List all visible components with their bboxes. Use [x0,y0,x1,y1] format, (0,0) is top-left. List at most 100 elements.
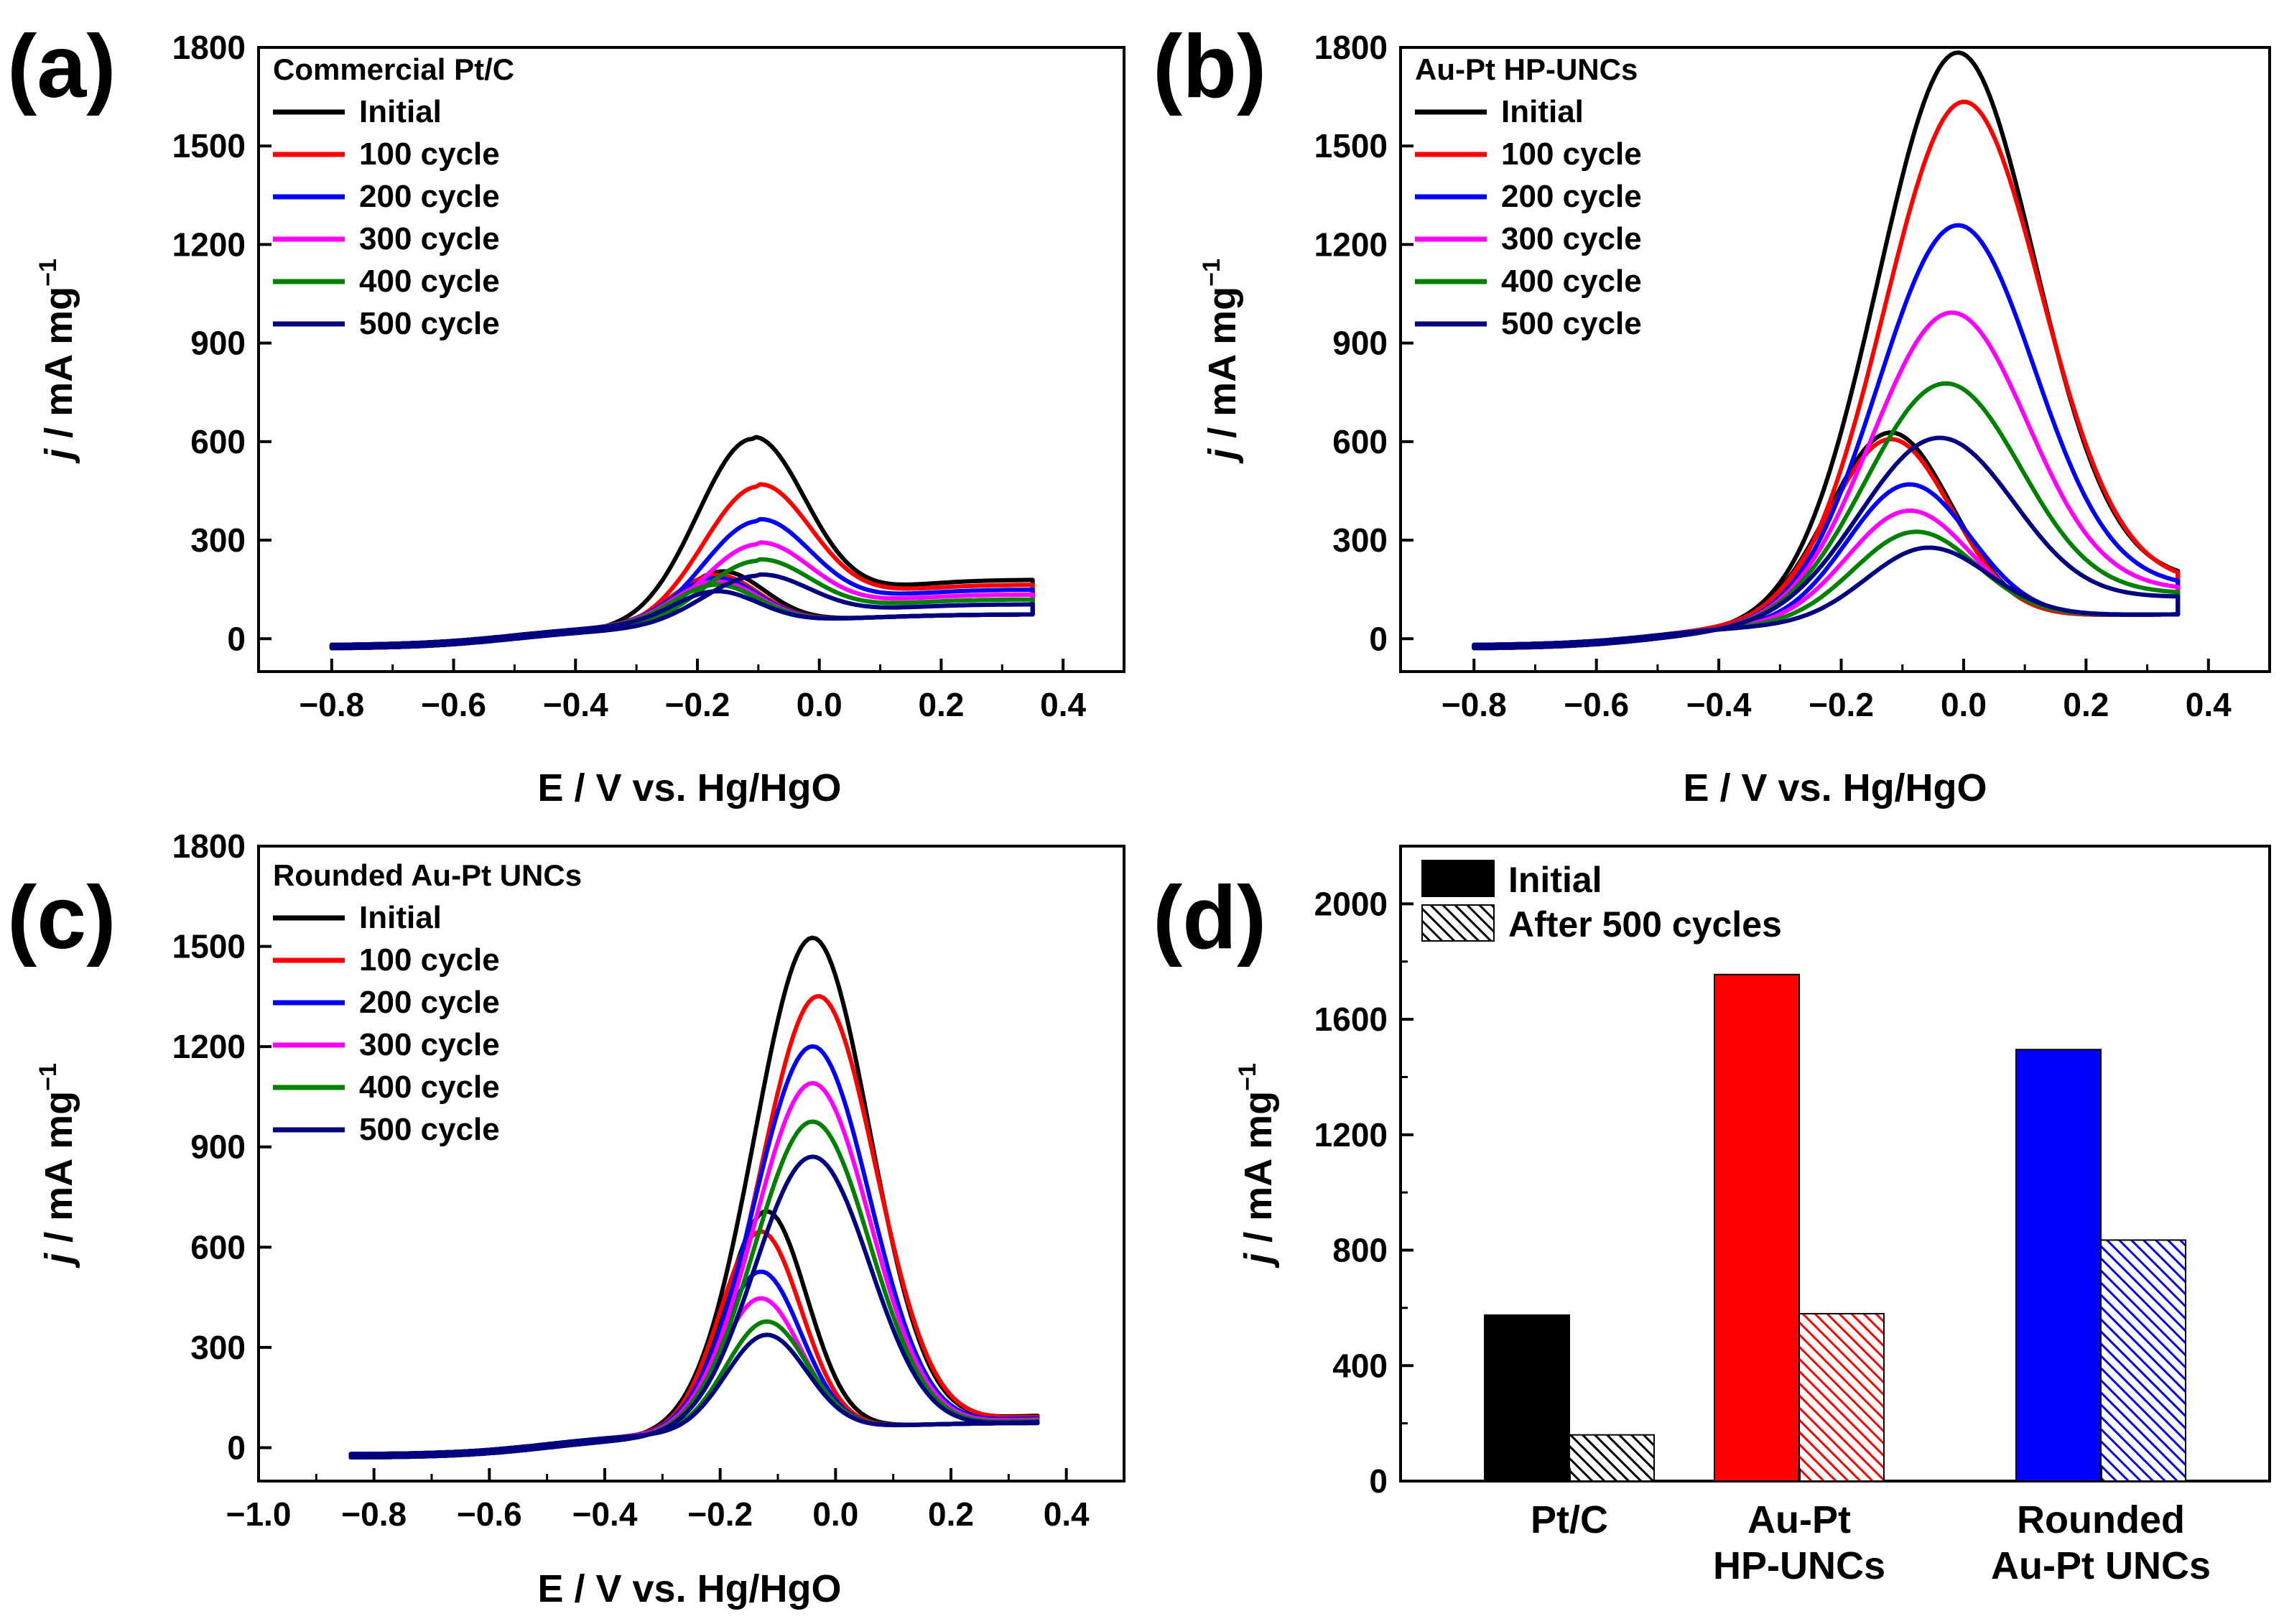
x-tick-label: 0.0 [812,1495,858,1533]
x-tick-label: −0.8 [299,686,364,723]
x-tick-label: 0.4 [1040,686,1086,723]
legend-swatch-initial [1421,860,1495,897]
legend-entry: 300 cycle [1501,221,1642,256]
y-tick-label: 1200 [1314,1116,1388,1154]
legend-entry: 200 cycle [359,985,500,1020]
legend-entry: 400 cycle [359,1069,500,1105]
x-tick-label: −0.4 [572,1495,638,1533]
legend-entry: Initial [1508,860,1602,900]
y-axis-label: j / mA mg−1 [1198,259,1244,464]
x-tick-label: 0.2 [2063,686,2109,723]
y-axis-label-symbol: j [37,448,80,464]
y-tick-label: 400 [1332,1347,1388,1384]
legend-title: Rounded Au-Pt UNCs [273,858,582,892]
y-axis-label-symbol: j [1201,448,1244,464]
legend-entry: 500 cycle [359,1112,500,1147]
y-tick-label: 0 [1369,620,1388,657]
legend-entry: 100 cycle [1501,136,1642,172]
x-tick-label: 0.0 [1941,686,1987,723]
y-tick-label: 1800 [172,827,246,865]
y-tick-label: 1800 [172,29,246,66]
bar-after-500-cycles [1798,1312,1885,1482]
x-tick-label: −0.2 [687,1495,753,1533]
cv-curve-100-cycle [329,482,1035,651]
plot-frame [257,845,1125,1483]
x-tick-label: −1.0 [226,1495,292,1533]
legend-entry: After 500 cycles [1508,904,1782,945]
legend-entry: 100 cycle [359,136,500,172]
y-tick-label: 0 [227,1429,246,1466]
x-tick-label: −0.8 [1442,686,1507,723]
y-tick-label: 1500 [172,127,246,164]
legend-entry: Initial [1501,94,1584,129]
y-tick-label: 0 [1369,1462,1388,1500]
cv-curve-500-cycle [1472,435,2181,651]
x-tick-label: −0.6 [1564,686,1629,723]
y-axis-label: j / mA mg−1 [1234,1063,1280,1268]
y-axis-label-unit: / mA mg [1201,287,1244,449]
y-tick-label: 900 [1332,325,1388,362]
cv-curve-500-cycle [348,1154,1040,1460]
y-axis-label: j / mA mg−1 [34,1063,80,1268]
x-tick-label: −0.2 [1809,686,1874,723]
y-axis-label-superscript: −1 [1198,259,1225,287]
x-tick-label: 0.2 [928,1495,974,1533]
bar-after-500-cycles [2100,1239,2186,1482]
legend-entry: 500 cycle [359,306,500,341]
y-tick-label: 600 [190,423,246,460]
y-tick-label: 1200 [1314,226,1388,263]
x-tick-label: −0.4 [1686,686,1752,723]
y-axis-label-unit: / mA mg [1237,1091,1280,1253]
y-axis-label-unit: / mA mg [37,287,80,449]
plot-frame [1399,46,2271,673]
y-tick-label: 900 [190,1128,246,1166]
legend-title: Au-Pt HP-UNCs [1415,52,1638,86]
y-tick-label: 1600 [1314,1001,1388,1038]
panel-label: (b) [1153,17,1266,116]
y-tick-label: 2000 [1314,885,1388,922]
y-axis-label-superscript: −1 [1234,1063,1261,1091]
y-tick-label: 1200 [172,226,246,263]
y-axis-label-symbol: j [1237,1253,1280,1268]
category-label: Au-Pt [1747,1498,1851,1541]
legend-entry: 300 cycle [359,1027,500,1062]
bar-after-500-cycles [1569,1434,1655,1483]
y-tick-label: 0 [227,620,246,657]
y-tick-label: 300 [190,521,246,559]
legend-entry: Initial [359,900,442,935]
x-tick-label: −0.4 [543,686,608,723]
legend-entry: 500 cycle [1501,306,1642,341]
x-tick-label: 0.4 [2186,686,2232,723]
y-axis-label-symbol: j [37,1253,80,1268]
category-label: Rounded [2017,1498,2185,1541]
legend-entry: 400 cycle [359,264,500,299]
y-axis-label-unit: / mA mg [37,1091,80,1253]
y-tick-label: 800 [1332,1232,1388,1269]
bar-initial [1484,1314,1570,1483]
y-tick-label: 1500 [172,928,246,965]
y-tick-label: 300 [190,1329,246,1366]
x-axis-label: E / V vs. Hg/HgO [537,766,841,809]
bar-initial [1714,973,1800,1482]
y-tick-label: 1200 [172,1028,246,1065]
x-tick-label: 0.4 [1044,1495,1090,1533]
y-axis-label-superscript: −1 [34,1063,62,1091]
panel-label: (d) [1153,868,1266,968]
y-tick-label: 900 [190,325,246,362]
legend-entry: 300 cycle [359,221,500,256]
x-tick-label: 0.2 [918,686,964,723]
x-axis-label: E / V vs. Hg/HgO [1683,766,1987,809]
y-axis-label: j / mA mg−1 [34,259,80,464]
legend-title: Commercial Pt/C [273,52,514,86]
bar-initial [2015,1049,2102,1483]
category-label: Au-Pt UNCs [1991,1544,2211,1587]
x-tick-label: 0.0 [797,686,842,723]
y-tick-label: 1500 [1314,127,1388,164]
legend-entry: 400 cycle [1501,264,1642,299]
category-label: HP-UNCs [1713,1544,1885,1587]
y-tick-label: 300 [1332,521,1388,559]
x-tick-label: −0.2 [665,686,730,723]
legend-entry: Initial [359,94,442,129]
y-tick-label: 600 [1332,423,1388,460]
